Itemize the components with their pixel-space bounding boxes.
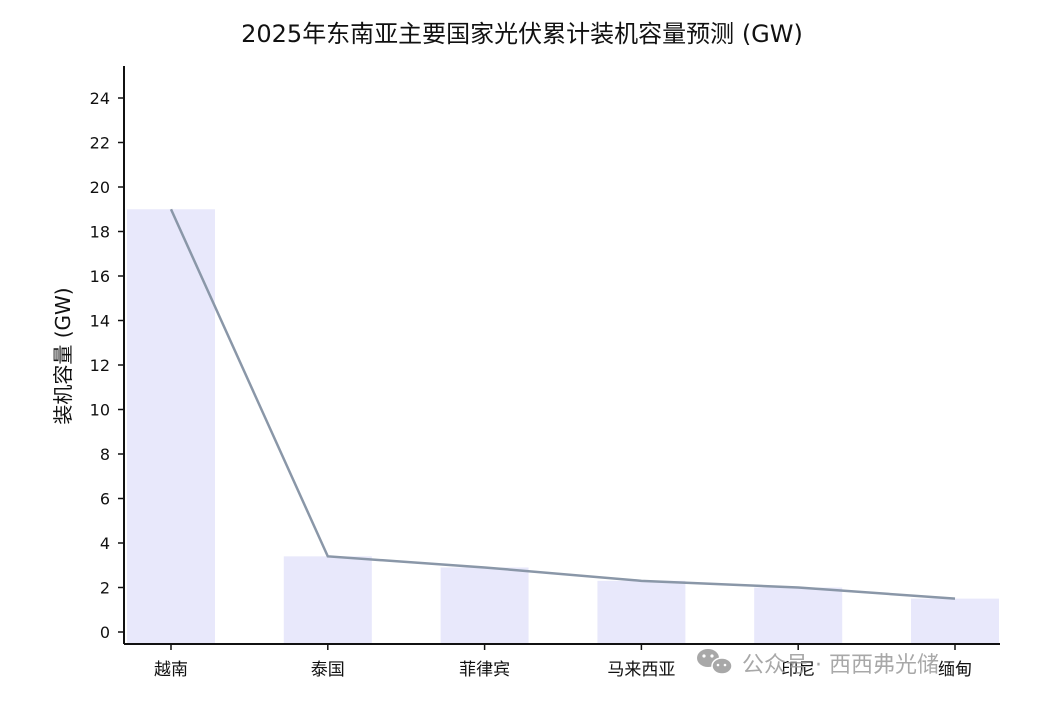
y-tick-label: 6 xyxy=(100,490,110,509)
y-tick-label: 22 xyxy=(90,134,110,153)
x-tick-label: 马来西亚 xyxy=(607,660,675,680)
x-tick-label: 越南 xyxy=(154,660,188,680)
y-tick-label: 8 xyxy=(100,445,110,464)
y-tick-label: 16 xyxy=(90,267,110,286)
bar-5 xyxy=(911,598,999,644)
x-tick-label: 缅甸 xyxy=(938,660,972,680)
bar-4 xyxy=(754,587,843,644)
y-tick-label: 14 xyxy=(90,312,110,331)
x-axis-ticks: 越南 泰国 菲律宾 马来西亚 印尼 缅甸 xyxy=(154,644,972,680)
y-tick-label: 4 xyxy=(100,534,110,553)
bar-2 xyxy=(440,567,529,644)
y-axis-title: 装机容量 (GW) xyxy=(51,287,75,424)
bar-0 xyxy=(127,209,215,644)
bar-group xyxy=(127,209,999,644)
y-tick-label: 12 xyxy=(90,356,110,375)
y-tick-label: 0 xyxy=(100,623,110,642)
watermark-text: 公众号 · 西西弗光储 xyxy=(742,653,939,678)
x-tick-label: 菲律宾 xyxy=(459,660,510,680)
x-tick-label: 泰国 xyxy=(311,660,345,680)
y-tick-label: 24 xyxy=(90,89,110,108)
y-tick-label: 20 xyxy=(90,178,110,197)
x-tick-label: 印尼 xyxy=(781,660,815,680)
wechat-icon xyxy=(697,649,733,675)
bar-1 xyxy=(283,556,372,644)
y-tick-label: 2 xyxy=(100,579,110,598)
watermark: 公众号 · 西西弗光储 xyxy=(697,649,939,678)
trend-line xyxy=(169,208,956,600)
chart-title: 2025年东南亚主要国家光伏累计装机容量预测 (GW) xyxy=(241,20,803,48)
y-tick-label: 18 xyxy=(90,223,110,242)
line-series xyxy=(169,208,956,600)
bar-3 xyxy=(597,580,686,644)
y-tick-label: 10 xyxy=(90,401,110,420)
